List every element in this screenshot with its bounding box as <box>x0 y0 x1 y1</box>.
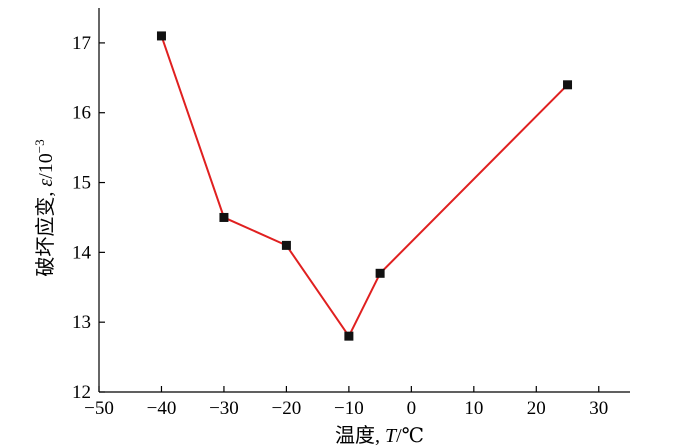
x-axis-label: 温度, T/℃ <box>335 424 424 447</box>
y-tick-label: 17 <box>72 33 91 54</box>
series-group <box>156 31 573 341</box>
data-point-marker <box>563 80 573 90</box>
y-axis-label-symbol: ε <box>35 179 57 187</box>
data-point-marker <box>344 331 354 341</box>
x-tick-label: 0 <box>407 398 417 419</box>
data-point-marker <box>156 31 166 41</box>
x-tick-label: −10 <box>334 398 364 419</box>
y-tick-label: 15 <box>72 173 91 194</box>
data-point-marker <box>219 212 229 222</box>
y-axis-ticks: 12 13 14 15 16 17 <box>72 33 105 403</box>
y-tick-label: 12 <box>72 382 91 403</box>
x-tick-label: 20 <box>527 398 546 419</box>
x-axis-label-unit: /℃ <box>396 425 424 447</box>
x-tick-label: −40 <box>147 398 177 419</box>
x-axis-label-symbol: T <box>385 425 398 447</box>
y-axis-label-text: 破坏应变, <box>34 187 57 277</box>
x-tick-label: −20 <box>272 398 302 419</box>
y-axis-label: 破坏应变, ε/10−3 <box>32 139 57 276</box>
x-axis-label-text: 温度, <box>335 424 385 447</box>
x-axis-ticks: −50 −40 −30 −20 −10 0 10 20 30 <box>84 386 608 419</box>
y-tick-label: 13 <box>72 312 91 333</box>
y-tick-label: 14 <box>72 242 92 263</box>
series-line <box>160 35 569 339</box>
data-point-marker <box>281 240 291 250</box>
x-tick-label: −50 <box>84 398 114 419</box>
x-tick-label: 10 <box>464 398 483 419</box>
y-axis-label-unit: /10 <box>35 153 57 179</box>
data-point-marker <box>375 268 385 278</box>
y-axis-label-exponent: −3 <box>32 139 47 153</box>
x-tick-label: 30 <box>589 398 608 419</box>
x-tick-label: −30 <box>209 398 239 419</box>
axes <box>98 8 630 393</box>
y-tick-label: 16 <box>72 103 91 124</box>
